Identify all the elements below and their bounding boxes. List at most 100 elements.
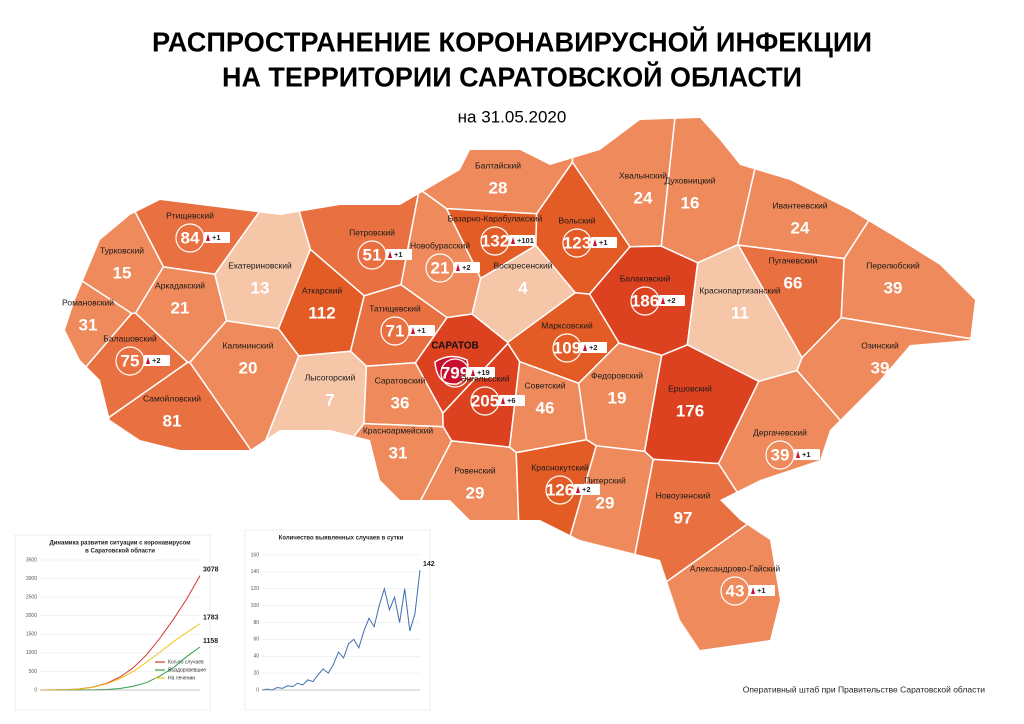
case-count: 126: [546, 480, 574, 499]
district-name: Перелюбский: [866, 260, 920, 270]
district-area: [840, 118, 975, 349]
district-name: Федоровский: [591, 370, 643, 380]
district-area: [736, 118, 948, 260]
chart-title: Динамика развития ситуации с коронавирус…: [49, 541, 191, 547]
case-count: 109: [553, 338, 581, 357]
increment-arrow: [206, 234, 210, 241]
district-name: Калининский: [223, 340, 274, 350]
y-tick-label: 3000: [26, 576, 37, 582]
increment: +1: [599, 238, 608, 247]
district-area: [65, 118, 165, 315]
increment-arrow: [501, 397, 505, 404]
district-name: Александрово-Гайский: [690, 563, 781, 573]
y-tick-label: 80: [253, 620, 259, 626]
case-count: 29: [466, 483, 485, 502]
district-name: Лысогорский: [305, 372, 356, 382]
y-tick-label: 500: [29, 669, 38, 675]
y-tick-label: 0: [34, 687, 37, 693]
district-name: Ртищевский: [166, 210, 214, 220]
legend-label: Кол-во случаев: [168, 659, 204, 665]
y-tick-label: 40: [253, 654, 259, 660]
case-count: 176: [676, 401, 704, 420]
increment-box: [409, 325, 435, 336]
district-name: Ровенский: [454, 465, 496, 475]
district-name: Советский: [525, 380, 566, 390]
title-line: НА ТЕРРИТОРИИ САРАТОВСКОЙ ОБЛАСТИ: [222, 60, 802, 92]
y-tick-label: 100: [251, 603, 260, 609]
district-name: Питерский: [584, 475, 626, 485]
district-name: Красноармейский: [363, 425, 434, 435]
district-name: Ершовский: [668, 383, 712, 393]
case-count: 24: [791, 218, 810, 237]
increment-box: [591, 237, 617, 248]
case-count: 66: [784, 273, 803, 292]
chart-title: Количество выявленных случаев в сутки: [279, 536, 404, 542]
date: на 31.05.2020: [458, 107, 567, 126]
district-name: Балашовский: [103, 333, 157, 343]
chart-frame: [14, 534, 211, 711]
y-tick-label: 1000: [26, 650, 37, 656]
chart-frame: [244, 529, 431, 711]
increment: +2: [582, 485, 591, 494]
city-shape: [434, 355, 469, 385]
increment: +1: [417, 326, 426, 335]
district-name: Новоузенский: [656, 490, 711, 500]
case-count: 19: [608, 388, 627, 407]
district-name: Аркадакский: [155, 280, 205, 290]
district-name: Новобурасский: [410, 240, 470, 250]
case-count: 205: [471, 391, 499, 410]
case-count: 39: [871, 358, 890, 377]
increment-box: [386, 249, 412, 260]
increment-arrow: [661, 297, 665, 304]
increment: +2: [667, 296, 676, 305]
increment-box: [499, 395, 525, 406]
increment-arrow: [593, 239, 597, 246]
case-count: 81: [163, 411, 182, 430]
increment: +1: [757, 586, 766, 595]
case-count: 24: [634, 188, 653, 207]
district-name: Саратовский: [375, 375, 426, 385]
district-name: Пугачевский: [769, 255, 818, 265]
footer: Оперативный штаб при Правительстве Сарат…: [743, 684, 986, 694]
increment-arrow: [511, 237, 515, 244]
legend-label: Выздоровевшие: [168, 667, 206, 673]
district-name: Духовницкий: [664, 175, 715, 185]
increment: +1: [394, 250, 403, 259]
series-line: [261, 570, 421, 691]
y-tick-label: 20: [253, 670, 259, 676]
y-tick-label: 160: [251, 552, 260, 558]
increment: +6: [507, 396, 516, 405]
increment-box: [574, 484, 600, 495]
district-name: Петровский: [349, 227, 395, 237]
district-name: Екатериновский: [228, 260, 292, 270]
case-count: 29: [596, 493, 615, 512]
case-count: 31: [79, 315, 98, 334]
case-count: 84: [181, 228, 200, 247]
case-count: 11: [731, 303, 749, 322]
case-count: 123: [563, 233, 591, 252]
case-count: 36: [391, 393, 410, 412]
case-count: 16: [681, 193, 700, 212]
case-count: 51: [363, 245, 382, 264]
case-count: 21: [431, 258, 450, 277]
increment-arrow: [583, 344, 587, 351]
district-name: Марксовский: [541, 320, 593, 330]
case-count: 7: [325, 390, 334, 409]
district-name: Аткарский: [302, 285, 342, 295]
increment-box: [509, 235, 535, 246]
case-count: 75: [121, 351, 140, 370]
case-count: 4: [518, 278, 528, 297]
end-value: 3078: [203, 567, 219, 574]
increment-box: [204, 232, 230, 243]
district-name: Татищевский: [369, 303, 421, 313]
increment-box: [581, 342, 607, 353]
increment: +2: [589, 343, 598, 352]
increment-box: [794, 449, 820, 460]
title-line: РАСПРОСТРАНЕНИЕ КОРОНАВИРУСНОЙ ИНФЕКЦИИ: [152, 25, 872, 57]
case-count: 799: [441, 363, 469, 382]
y-tick-label: 2000: [26, 613, 37, 619]
district-name: Дергачевский: [753, 427, 807, 437]
increment-box: [144, 355, 170, 366]
case-count: 39: [771, 445, 790, 464]
